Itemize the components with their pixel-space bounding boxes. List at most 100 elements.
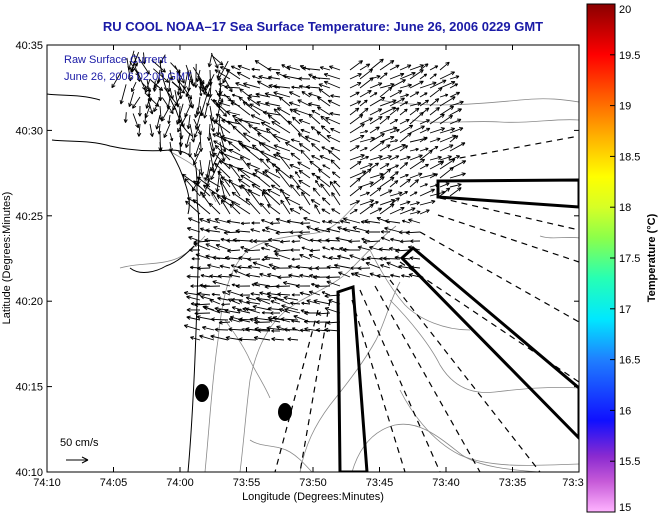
current-vector-arrow xyxy=(251,67,261,71)
colorbar-tick-label: 20 xyxy=(619,4,631,16)
current-vector-arrow xyxy=(265,226,281,233)
current-vector-arrow xyxy=(286,219,301,224)
buoy-marker xyxy=(195,384,209,402)
current-vector-arrow xyxy=(401,219,411,224)
current-vector-arrow xyxy=(359,63,371,71)
current-vector-arrow xyxy=(349,185,363,197)
scale-arrow: 50 cm/s xyxy=(60,437,99,464)
current-vector-arrow xyxy=(439,93,449,98)
current-vector-arrow xyxy=(409,64,425,71)
current-vector-arrow xyxy=(191,257,201,261)
current-vector-arrow xyxy=(228,179,241,197)
current-vector-arrow xyxy=(349,100,362,107)
current-vector-arrow xyxy=(245,197,261,215)
current-vector-arrow xyxy=(301,301,311,305)
current-vector-arrow xyxy=(429,137,441,143)
current-vector-arrow xyxy=(204,238,221,243)
current-vector-arrow xyxy=(439,155,452,161)
current-vector-arrow xyxy=(255,296,271,301)
current-vector-arrow xyxy=(409,147,419,152)
current-vector-arrow xyxy=(215,113,231,125)
current-vector-arrow xyxy=(419,99,429,107)
y-tick-label: 40:35 xyxy=(15,40,43,52)
current-vector-arrow xyxy=(357,266,371,271)
current-vector-arrow xyxy=(151,59,166,73)
current-vector-arrow xyxy=(449,75,460,80)
current-vector-arrow xyxy=(409,80,424,89)
current-vector-arrow xyxy=(275,217,291,224)
current-vector-arrow xyxy=(132,113,140,129)
current-vector-arrow xyxy=(386,261,401,269)
current-vector-arrow xyxy=(252,261,271,269)
current-vector-arrow xyxy=(308,92,321,98)
current-vector-arrow xyxy=(186,274,201,279)
current-vector-arrow xyxy=(260,121,281,134)
current-vector-arrow xyxy=(384,219,401,224)
current-vector-arrow xyxy=(384,226,401,233)
current-vector-arrow xyxy=(399,207,416,215)
current-vector-arrow xyxy=(379,198,396,206)
current-vector-arrow xyxy=(246,273,261,278)
current-vector-arrow xyxy=(284,307,301,314)
current-vector-arrow xyxy=(290,248,300,252)
current-vector-arrow xyxy=(310,142,321,152)
current-vector-arrow xyxy=(163,123,171,139)
current-vector-arrow xyxy=(194,107,199,118)
current-vector-arrow xyxy=(359,99,368,107)
current-vector-arrow xyxy=(326,227,341,233)
current-vector-arrow xyxy=(298,76,311,81)
current-vector-arrow xyxy=(198,132,204,152)
current-vector-arrow xyxy=(439,61,450,71)
current-vector-arrow xyxy=(298,169,311,179)
current-vector-arrow xyxy=(429,183,439,188)
current-vector-arrow xyxy=(287,120,301,134)
current-vector-arrow xyxy=(277,275,291,280)
current-vector-arrow xyxy=(439,187,451,197)
current-vector-arrow xyxy=(449,100,464,107)
current-vector-arrow xyxy=(186,295,201,301)
current-vector-arrow xyxy=(316,106,331,116)
current-vector-arrow xyxy=(169,69,174,81)
current-vector-arrow xyxy=(317,311,331,316)
current-vector-arrow xyxy=(320,183,331,197)
current-vector-arrow xyxy=(409,69,424,80)
current-vector-arrow xyxy=(276,107,291,116)
current-vector-arrow xyxy=(228,163,241,179)
current-vector-arrow xyxy=(379,144,391,152)
current-vector-arrow xyxy=(321,197,331,206)
current-vector-arrow xyxy=(253,239,271,244)
current-vector-arrow xyxy=(296,185,311,197)
current-vector-arrow xyxy=(169,132,174,142)
current-vector-arrow xyxy=(342,227,361,233)
current-vector-arrow xyxy=(369,155,383,161)
current-vector-arrow xyxy=(331,192,341,206)
radar-footprint-boxes xyxy=(336,178,579,472)
current-vector-arrow xyxy=(299,221,311,226)
current-vector-arrow xyxy=(198,77,207,91)
current-vector-arrow xyxy=(193,118,202,136)
current-vector-arrow xyxy=(399,64,412,71)
current-vector-arrow xyxy=(277,292,291,297)
current-vector-arrow xyxy=(322,246,331,251)
current-vector-arrow xyxy=(439,158,456,170)
current-vector-arrow xyxy=(194,141,201,158)
y-tick-label: 40:25 xyxy=(15,211,43,223)
current-vector-arrow xyxy=(250,228,261,233)
current-vector-arrow xyxy=(331,208,341,215)
current-vector-arrow xyxy=(236,71,251,80)
current-vector-arrow xyxy=(262,170,281,188)
current-vector-arrow xyxy=(300,128,311,134)
current-vector-arrow xyxy=(239,293,251,298)
current-vector-arrow xyxy=(309,248,321,253)
current-vector-arrow xyxy=(419,127,431,134)
current-vector-arrow xyxy=(268,263,281,269)
current-vector-arrow xyxy=(311,75,331,80)
current-vector-arrow xyxy=(210,52,219,69)
surface-current-vectors xyxy=(111,50,467,342)
current-vector-arrow xyxy=(359,68,374,80)
current-vector-arrow xyxy=(310,199,321,206)
current-vector-arrow xyxy=(271,329,281,333)
current-vector-arrow xyxy=(379,115,391,125)
current-vector-arrow xyxy=(389,180,399,188)
current-vector-arrow xyxy=(143,112,148,125)
